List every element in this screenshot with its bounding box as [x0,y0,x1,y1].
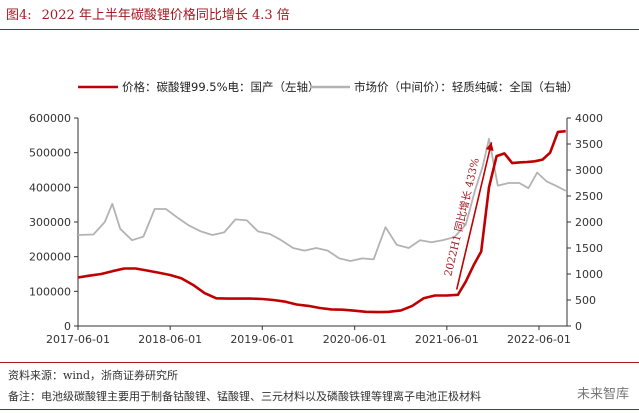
x-tick-label: 2018-06-01 [138,333,202,346]
figure-number: 图4: [6,8,32,23]
line-chart: 价格：碳酸锂99.5%电：国产（左轴） 市场价（中间价）：轻质纯碱：全国（右轴）… [29,80,603,346]
source-note: 资料来源：wind，浙商证券研究所 [8,369,179,382]
x-tick-label: 2022-06-01 [507,333,571,346]
figure-title: 图4: 2022 年上半年碳酸锂价格同比增长 4.3 倍 [6,6,290,26]
x-tick-label: 2017-06-01 [46,333,110,346]
x-tick-label: 2019-06-01 [230,333,294,346]
figure-title-text: 2022 年上半年碳酸锂价格同比增长 4.3 倍 [41,8,290,23]
y-left-tick-label: 100000 [29,285,71,298]
y-right-tick-label: 1000 [575,268,603,281]
y-right-tick-label: 3000 [575,164,603,177]
y-right-tick-label: 0 [575,320,582,333]
y-right-tick-label: 500 [575,294,596,307]
y-left-tick-label: 600000 [29,112,71,125]
y-right-tick-label: 2500 [575,190,603,203]
remark-note: 备注：电池级碳酸锂主要用于制备钴酸锂、锰酸锂、三元材料以及磷酸铁锂等锂离子电池正… [8,390,481,403]
y-right-tick-label: 2000 [575,216,603,229]
legend-label-lithium: 价格：碳酸锂99.5%电：国产（左轴） [122,80,320,94]
series-line-lithium-carbonate [77,129,566,314]
footer-rule [0,362,639,363]
y-left-tick-label: 0 [64,320,71,333]
x-tick-label: 2020-06-01 [323,333,387,346]
annotation-arrow-shaft [455,142,493,290]
y-right-tick-label: 1500 [575,242,603,255]
y-right-tick-label: 4000 [575,112,603,125]
y-left-tick-label: 200000 [29,251,71,264]
y-right-tick-label: 3500 [575,138,603,151]
series-line-soda-ash [77,137,567,262]
legend-label-soda-ash: 市场价（中间价）：轻质纯碱：全国（右轴） [354,80,578,94]
bottom-rule [0,409,639,410]
title-rule [0,29,639,30]
y-left-tick-label: 500000 [29,147,71,160]
y-left-tick-label: 400000 [29,181,71,194]
x-tick-label: 2021-06-01 [415,333,479,346]
watermark: 未来智库 [572,382,633,403]
y-left-tick-label: 300000 [29,216,71,229]
legend: 价格：碳酸锂99.5%电：国产（左轴） 市场价（中间价）：轻质纯碱：全国（右轴） [78,80,578,94]
annotation-arrow-head [485,142,494,151]
